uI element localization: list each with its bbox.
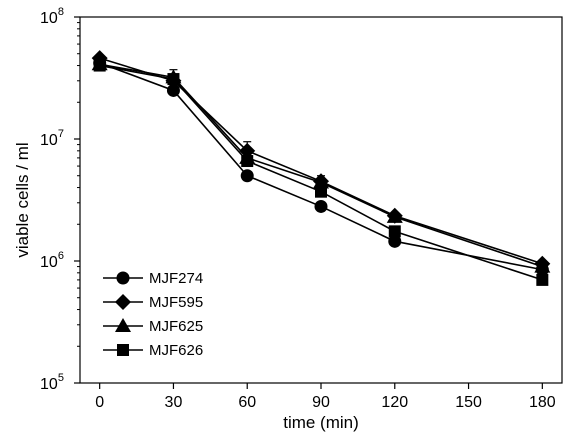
legend-marker bbox=[116, 271, 130, 285]
data-point bbox=[241, 155, 254, 168]
legend-label: MJF626 bbox=[149, 342, 203, 359]
data-point bbox=[240, 169, 254, 183]
y-axis-label: viable cells / ml bbox=[13, 142, 32, 257]
series-mjf595 bbox=[91, 50, 551, 272]
x-tick-label: 90 bbox=[312, 394, 330, 411]
data-point bbox=[166, 83, 180, 97]
data-point bbox=[388, 225, 401, 238]
legend-label: MJF595 bbox=[149, 294, 203, 311]
data-point bbox=[314, 199, 328, 213]
legend-item: MJF626 bbox=[103, 342, 203, 359]
legend-marker bbox=[115, 294, 131, 310]
legend-item: MJF595 bbox=[103, 294, 203, 311]
data-point bbox=[167, 73, 180, 86]
x-axis-label: time (min) bbox=[283, 413, 359, 432]
legend: MJF274 MJF595 MJF625 MJF626 bbox=[103, 270, 203, 359]
series-line bbox=[99, 63, 543, 268]
data-point bbox=[93, 59, 106, 72]
y-tick-label: 107 bbox=[40, 128, 64, 149]
x-tick-label: 30 bbox=[165, 394, 183, 411]
x-tick-label: 60 bbox=[238, 394, 256, 411]
y-tick-label: 106 bbox=[40, 250, 64, 271]
x-tick-label: 120 bbox=[381, 394, 408, 411]
x-tick-label: 0 bbox=[95, 394, 104, 411]
y-tick-label: 108 bbox=[40, 6, 64, 27]
series-line bbox=[99, 57, 543, 265]
data-point bbox=[313, 174, 329, 189]
series-layer bbox=[91, 50, 551, 286]
data-point bbox=[386, 208, 403, 223]
data-point bbox=[315, 185, 327, 198]
axes: 0 30 60 90 120 150 180 105 106 107 108 time (min) vi… bbox=[13, 6, 563, 432]
x-tick-label: 180 bbox=[529, 394, 556, 411]
series-mjf625 bbox=[91, 56, 551, 273]
series-line bbox=[99, 64, 543, 281]
legend-marker bbox=[115, 318, 131, 332]
x-tick-label: 150 bbox=[455, 394, 482, 411]
data-point bbox=[388, 234, 402, 248]
legend-item: MJF274 bbox=[103, 270, 203, 287]
legend-label: MJF274 bbox=[149, 270, 203, 287]
series-mjf626 bbox=[93, 59, 549, 286]
legend-item: MJF625 bbox=[103, 318, 203, 335]
data-point bbox=[534, 258, 551, 273]
y-tick-label: 105 bbox=[40, 372, 64, 393]
legend-marker bbox=[117, 344, 129, 356]
legend-label: MJF625 bbox=[149, 318, 203, 335]
series-mjf274 bbox=[93, 56, 549, 277]
data-point bbox=[536, 273, 549, 286]
series-line bbox=[99, 62, 543, 271]
